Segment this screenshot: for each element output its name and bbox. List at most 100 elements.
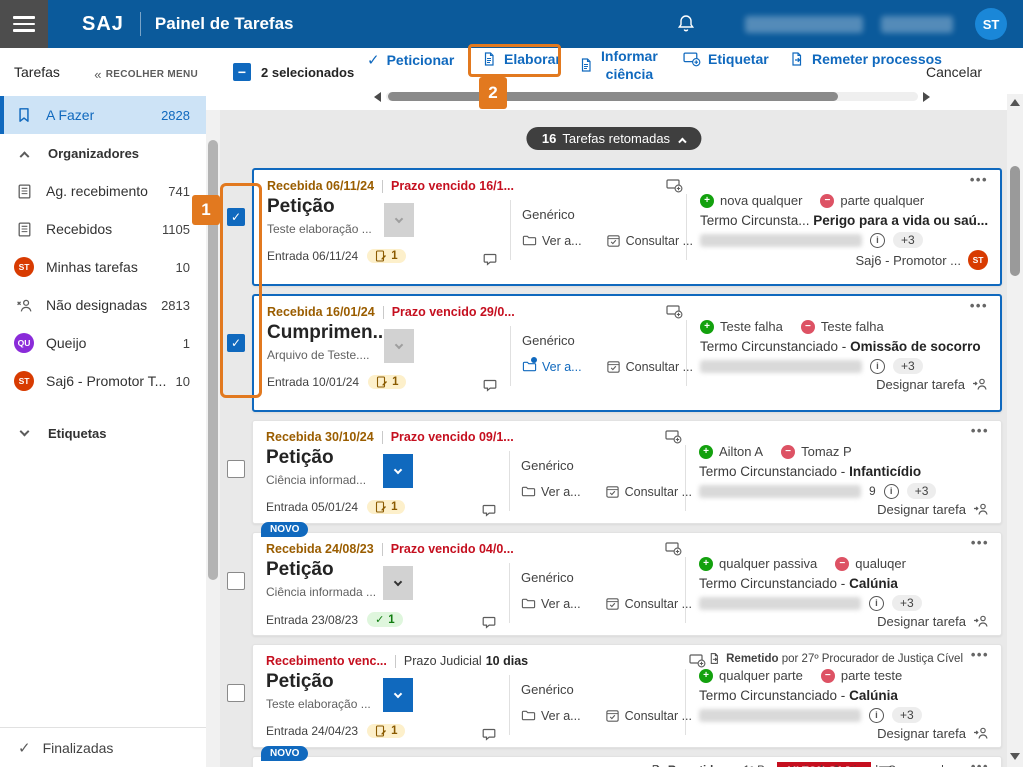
sidebar-section-etiquetas[interactable]: Etiquetas xyxy=(0,414,206,452)
task-checkbox[interactable] xyxy=(227,684,245,702)
sidebar-scrollbar[interactable] xyxy=(206,110,220,767)
designar-tarefa-button[interactable]: Designar tarefa xyxy=(876,376,988,392)
consultar-link[interactable]: Consultar ... xyxy=(605,596,692,611)
task-card[interactable]: NOVO Recebida 24/08/23 Prazo vencido 04/0… xyxy=(252,522,1002,710)
sidebar-item-recebidos[interactable]: Recebidos 1105 xyxy=(0,210,206,248)
label-chip[interactable]: AILTON-SAJ× xyxy=(777,762,872,767)
sidebar-item-a-fazer[interactable]: A Fazer 2828 xyxy=(0,96,206,134)
remeter-processos-button[interactable]: Remeter processos xyxy=(789,51,942,67)
task-card[interactable]: Recebimento venc... Prazo Judicial 10 dias… xyxy=(252,644,1002,748)
comment-bubble-icon[interactable] xyxy=(481,614,497,630)
more-count-badge[interactable]: +3 xyxy=(893,358,923,374)
more-count-badge[interactable]: +3 xyxy=(892,595,922,611)
task-checkbox[interactable] xyxy=(227,208,245,226)
tag-plus-icon[interactable] xyxy=(666,178,683,193)
more-options-icon[interactable] xyxy=(971,423,989,438)
sidebar-item-finalizadas[interactable]: Finalizadas xyxy=(0,727,206,767)
task-card[interactable]: NOVO Recebimento venc...Prazo Judicial10… xyxy=(252,746,1002,767)
tag-plus-icon[interactable] xyxy=(689,653,706,668)
peticionar-button[interactable]: Peticionar xyxy=(367,51,455,69)
sidebar-scroll-thumb[interactable] xyxy=(208,140,218,580)
comment-bubble-icon[interactable] xyxy=(481,726,497,742)
more-options-icon[interactable] xyxy=(971,647,989,662)
ver-autos-link[interactable]: Ver a... xyxy=(521,484,581,499)
document-count-badge[interactable]: 1 xyxy=(367,249,406,263)
info-icon[interactable] xyxy=(869,707,884,723)
scroll-thumb[interactable] xyxy=(388,92,838,101)
designar-tarefa-button[interactable]: Designar tarefa xyxy=(877,613,989,629)
scroll-up-arrow[interactable] xyxy=(1010,99,1020,106)
action-dropdown-button[interactable] xyxy=(384,203,414,237)
more-options-icon[interactable] xyxy=(971,535,989,550)
document-count-badge[interactable]: 1 xyxy=(367,724,406,738)
action-dropdown-button[interactable] xyxy=(383,566,413,600)
info-icon[interactable] xyxy=(870,232,885,248)
etiquetar-button[interactable]: Etiquetar xyxy=(683,51,769,67)
notifications-bell-icon[interactable] xyxy=(675,13,697,35)
document-count-badge[interactable]: 1 xyxy=(368,375,407,389)
toolbar-horizontal-scrollbar[interactable] xyxy=(374,90,930,103)
more-options-icon[interactable] xyxy=(971,759,989,767)
scroll-thumb[interactable] xyxy=(1010,166,1020,276)
ver-autos-link[interactable]: Ver a... xyxy=(521,708,581,723)
scroll-right-arrow[interactable] xyxy=(923,91,930,102)
document-count-badge[interactable]: 1 xyxy=(367,612,403,627)
consultar-link[interactable]: Consultar ... xyxy=(606,359,693,374)
sidebar-item-queijo[interactable]: QU Queijo 1 xyxy=(0,324,206,362)
scroll-left-arrow[interactable] xyxy=(374,91,381,102)
more-count-badge[interactable]: +3 xyxy=(892,707,922,723)
more-options-icon[interactable] xyxy=(970,298,988,313)
select-all-checkbox[interactable] xyxy=(233,63,251,81)
sidebar-item-ag-recebimento[interactable]: Ag. recebimento 741 xyxy=(0,172,206,210)
task-card[interactable]: Recebida 16/01/24 Prazo vencido 29/0... C… xyxy=(252,294,1002,473)
tag-plus-icon[interactable] xyxy=(666,304,683,319)
more-options-icon[interactable] xyxy=(970,172,988,187)
action-dropdown-button[interactable] xyxy=(383,678,413,712)
task-checkbox[interactable] xyxy=(227,334,245,352)
main-vertical-scrollbar[interactable] xyxy=(1007,94,1023,767)
designar-tarefa-button[interactable]: Designar tarefa xyxy=(877,725,989,741)
scroll-track[interactable] xyxy=(386,92,918,101)
remove-label-icon[interactable]: × xyxy=(857,765,863,767)
comment-bubble-icon[interactable] xyxy=(482,377,498,393)
info-icon[interactable] xyxy=(883,483,899,499)
informar-ciencia-button[interactable]: Informar ciência xyxy=(578,47,658,83)
consultar-link[interactable]: Consultar ... xyxy=(605,708,692,723)
user-avatar[interactable]: ST xyxy=(975,8,1007,40)
sidebar-section-organizadores[interactable]: Organizadores xyxy=(0,134,206,172)
consultar-link[interactable]: Consultar ... xyxy=(606,233,693,248)
task-card[interactable]: Recebida 06/11/24 Prazo vencido 16/1... P… xyxy=(252,168,1002,347)
task-card[interactable]: Recebida 30/10/24 Prazo vencido 09/1... P… xyxy=(252,420,1002,598)
comment-bubble-icon[interactable] xyxy=(481,502,497,518)
ver-autos-link[interactable]: Ver a... xyxy=(522,357,582,374)
document-count-badge[interactable]: 1 xyxy=(367,500,406,514)
more-count-badge[interactable]: +3 xyxy=(893,232,923,248)
assignee[interactable]: Saj6 - Promotor ... ST xyxy=(856,250,988,270)
designar-tarefa-button[interactable]: Designar tarefa xyxy=(877,501,989,517)
tag-plus-icon[interactable] xyxy=(665,429,682,444)
comment-bubble-icon[interactable] xyxy=(482,251,498,267)
more-count-badge[interactable]: +3 xyxy=(906,483,937,499)
elaborar-button[interactable]: Elaborar xyxy=(481,51,561,67)
consultar-link[interactable]: Consultar ... xyxy=(605,484,692,499)
menu-button[interactable] xyxy=(0,0,48,48)
ver-autos-link[interactable]: Ver a... xyxy=(522,233,582,248)
action-dropdown-button[interactable] xyxy=(384,329,414,363)
tag-plus-icon[interactable] xyxy=(665,541,682,556)
action-dropdown-button[interactable] xyxy=(383,454,413,488)
checkbox-column xyxy=(220,168,252,286)
collapse-menu-button[interactable]: « RECOLHER MENU xyxy=(94,67,198,82)
sidebar-item-minhas-tarefas[interactable]: ST Minhas tarefas 10 xyxy=(0,248,206,286)
info-icon[interactable] xyxy=(869,595,884,611)
entry-date: Entrada 06/11/24 xyxy=(267,249,359,263)
ver-autos-link[interactable]: Ver a... xyxy=(521,596,581,611)
task-subtitle: Teste elaboração ... xyxy=(266,697,371,711)
cancel-button[interactable]: Cancelar xyxy=(926,64,983,80)
resumed-tasks-pill[interactable]: 16 Tarefas retomadas xyxy=(525,127,702,150)
info-icon[interactable] xyxy=(870,358,885,374)
sidebar-item-nao-designadas[interactable]: Não designadas 2813 xyxy=(0,286,206,324)
task-checkbox[interactable] xyxy=(227,460,245,478)
scroll-down-arrow[interactable] xyxy=(1010,753,1020,760)
task-checkbox[interactable] xyxy=(227,572,245,590)
sidebar-item-saj6-promotor[interactable]: ST Saj6 - Promotor T... 10 xyxy=(0,362,206,400)
